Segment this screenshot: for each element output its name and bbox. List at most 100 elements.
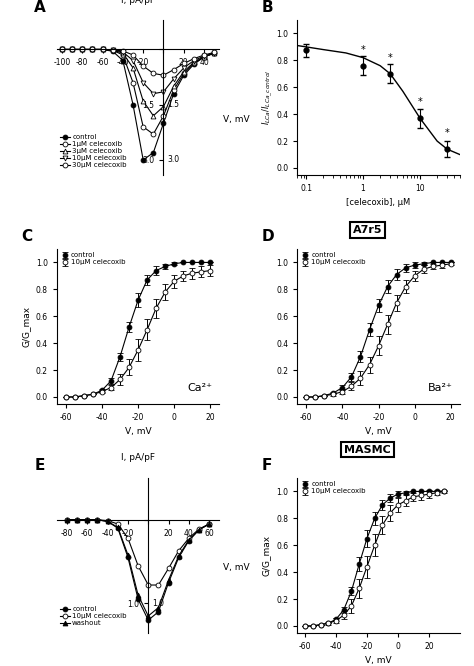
- control: [146, 616, 151, 624]
- 10μM celecoxib: [125, 534, 131, 542]
- Legend: control, 10μM celecoxib: control, 10μM celecoxib: [301, 482, 366, 494]
- 30μM celecoxib: [90, 45, 95, 53]
- 3μM celecoxib: [100, 45, 105, 53]
- control: [140, 156, 146, 164]
- 3μM celecoxib: [90, 45, 95, 53]
- 10μM celecoxib: [135, 562, 141, 570]
- 1μM celecoxib: [191, 59, 197, 67]
- control: [211, 49, 217, 57]
- 10μM celecoxib: [166, 564, 172, 572]
- washout: [105, 517, 110, 525]
- 1μM celecoxib: [140, 123, 146, 131]
- control: [105, 517, 110, 525]
- 30μM celecoxib: [171, 66, 176, 74]
- 10μM celecoxib: [95, 515, 100, 523]
- 1μM celecoxib: [59, 45, 65, 53]
- control: [69, 45, 75, 53]
- Text: *: *: [388, 53, 392, 63]
- control: [120, 57, 126, 65]
- 1μM celecoxib: [181, 69, 187, 77]
- washout: [196, 526, 202, 534]
- 1μM celecoxib: [161, 112, 166, 120]
- control: [84, 515, 90, 523]
- Text: F: F: [262, 458, 272, 474]
- Line: 1μM celecoxib: 1μM celecoxib: [60, 47, 217, 137]
- control: [201, 53, 207, 61]
- Text: E: E: [34, 458, 45, 474]
- 3μM celecoxib: [181, 67, 187, 75]
- 10μM celecoxib: [69, 45, 75, 53]
- 10μM celecoxib: [206, 520, 212, 528]
- Line: 3μM celecoxib: 3μM celecoxib: [60, 47, 217, 118]
- Text: 1.0: 1.0: [153, 599, 164, 608]
- control: [115, 524, 121, 532]
- 1μM celecoxib: [90, 45, 95, 53]
- Line: 30μM celecoxib: 30μM celecoxib: [60, 47, 217, 78]
- Legend: control, 10μM celecoxib: control, 10μM celecoxib: [60, 252, 125, 266]
- Text: Ca²⁺: Ca²⁺: [187, 383, 212, 393]
- washout: [64, 515, 70, 523]
- 10μM celecoxib: [130, 57, 136, 65]
- 30μM celecoxib: [110, 46, 116, 54]
- 30μM celecoxib: [69, 45, 75, 53]
- 10μM celecoxib: [181, 64, 187, 72]
- 1μM celecoxib: [130, 79, 136, 87]
- 30μM celecoxib: [151, 69, 156, 77]
- 30μM celecoxib: [211, 49, 217, 57]
- control: [59, 45, 65, 53]
- 3μM celecoxib: [211, 49, 217, 57]
- X-axis label: V, mV: V, mV: [365, 656, 392, 665]
- 10μM celecoxib: [140, 79, 146, 87]
- Text: *: *: [361, 45, 365, 55]
- 30μM celecoxib: [161, 71, 166, 79]
- Text: A7r5: A7r5: [353, 224, 382, 235]
- control: [151, 149, 156, 157]
- washout: [74, 515, 80, 523]
- 10μM celecoxib: [201, 52, 207, 60]
- washout: [146, 612, 151, 620]
- 10μM celecoxib: [59, 45, 65, 53]
- control: [80, 45, 85, 53]
- Text: D: D: [262, 229, 274, 244]
- 1μM celecoxib: [171, 86, 176, 94]
- control: [176, 553, 182, 561]
- 10μM celecoxib: [74, 515, 80, 523]
- 10μM celecoxib: [100, 45, 105, 53]
- 1μM celecoxib: [100, 45, 105, 53]
- 10μM celecoxib: [155, 581, 161, 589]
- 3μM celecoxib: [171, 83, 176, 91]
- 3μM celecoxib: [191, 59, 197, 67]
- 3μM celecoxib: [120, 49, 126, 57]
- 1μM celecoxib: [211, 49, 217, 57]
- Text: MASMC: MASMC: [344, 444, 391, 455]
- 10μM celecoxib: [120, 48, 126, 56]
- 30μM celecoxib: [120, 47, 126, 55]
- Text: C: C: [21, 229, 32, 244]
- Legend: control, 10μM celecoxib: control, 10μM celecoxib: [301, 252, 366, 266]
- washout: [95, 515, 100, 523]
- Y-axis label: G/G_max: G/G_max: [21, 306, 30, 347]
- control: [206, 520, 212, 528]
- Line: 10μM celecoxib: 10μM celecoxib: [64, 517, 211, 587]
- 30μM celecoxib: [80, 45, 85, 53]
- 10μM celecoxib: [146, 581, 151, 589]
- washout: [155, 603, 161, 611]
- Text: 3.0: 3.0: [168, 155, 180, 165]
- washout: [84, 515, 90, 523]
- 10μM celecoxib: [161, 88, 166, 96]
- control: [196, 526, 202, 534]
- 10μM celecoxib: [90, 45, 95, 53]
- control: [95, 515, 100, 523]
- 10μM celecoxib: [64, 515, 70, 523]
- 10μM celecoxib: [151, 90, 156, 98]
- 1μM celecoxib: [110, 46, 116, 54]
- Text: I, pA/pF: I, pA/pF: [121, 454, 155, 462]
- Legend: control, 10μM celecoxib, washout: control, 10μM celecoxib, washout: [60, 606, 127, 626]
- Line: 10μM celecoxib: 10μM celecoxib: [60, 47, 217, 96]
- 1μM celecoxib: [120, 51, 126, 59]
- Text: 1.5: 1.5: [168, 100, 180, 109]
- control: [181, 71, 187, 79]
- control: [186, 537, 191, 545]
- 1μM celecoxib: [151, 130, 156, 138]
- 30μM celecoxib: [201, 51, 207, 59]
